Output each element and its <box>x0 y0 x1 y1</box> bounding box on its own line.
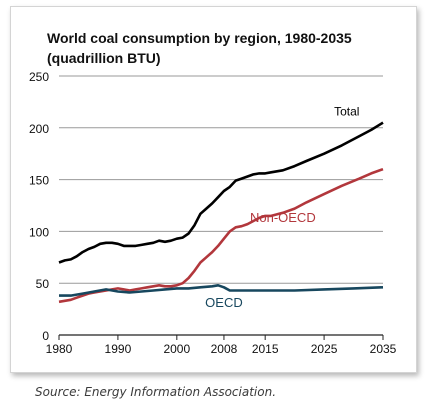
series-label-total: Total <box>334 104 359 118</box>
x-tick-label: 1990 <box>105 342 132 356</box>
source-caption: Source: Energy Information Association. <box>35 385 277 399</box>
y-tick-label: 0 <box>42 329 49 343</box>
x-tick-label: 1980 <box>46 342 73 356</box>
chart-title: World coal consumption by region, 1980-2… <box>47 30 352 46</box>
x-tick-label: 2008 <box>211 342 238 356</box>
series-line-oecd <box>59 284 384 297</box>
chart-subtitle: (quadrillion BTU) <box>47 50 161 66</box>
y-tick-label: 200 <box>29 122 49 136</box>
series-line-non-oecd <box>58 167 384 304</box>
series-lines <box>58 121 384 304</box>
y-tick-label: 100 <box>29 225 49 239</box>
y-tick-label: 50 <box>36 277 50 291</box>
x-axis: 1980 1990 2000 2008 2015 2025 2035 <box>46 334 397 356</box>
series-label-oecd: OECD <box>205 295 243 310</box>
x-tick-label: 2025 <box>311 342 338 356</box>
coal-consumption-chart: World coal consumption by region, 1980-2… <box>29 30 397 356</box>
series-line-total <box>58 121 384 264</box>
x-tick-label: 2015 <box>252 342 279 356</box>
chart-card: World coal consumption by region, 1980-2… <box>10 6 417 399</box>
y-tick-label: 150 <box>29 174 49 188</box>
grid-lines: 0 50 100 150 200 250 <box>29 70 383 343</box>
annotation-labels: Total Non-OECD OECD <box>205 104 359 310</box>
x-tick-label: 2000 <box>163 342 190 356</box>
series-label-non-oecd: Non-OECD <box>250 210 316 225</box>
y-tick-label: 250 <box>29 70 49 84</box>
x-tick-label: 2035 <box>370 342 397 356</box>
